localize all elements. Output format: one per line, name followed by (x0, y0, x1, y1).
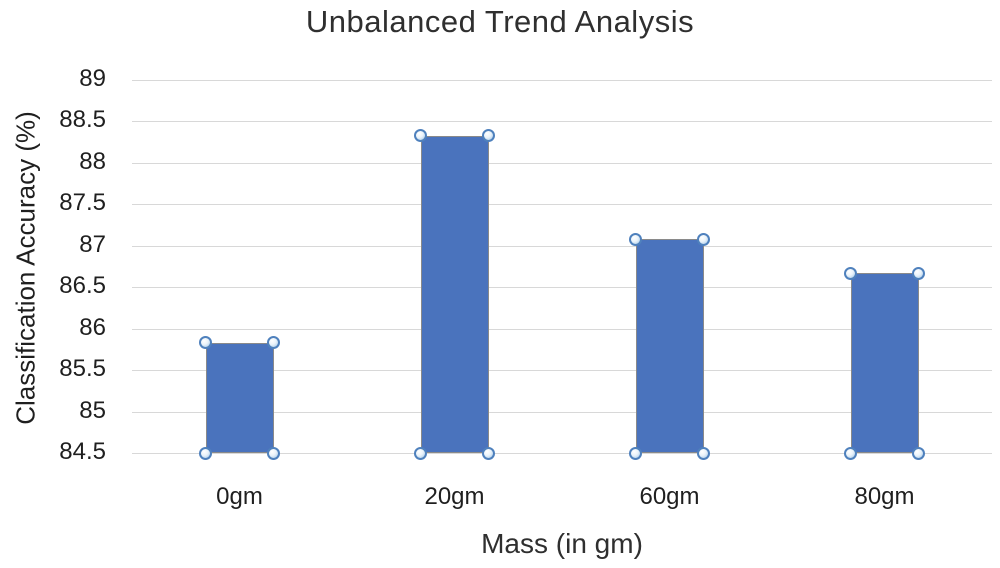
y-axis-tick-label: 89 (79, 65, 106, 92)
y-axis-tick-label: 88 (79, 147, 106, 175)
selection-handle-icon[interactable] (629, 232, 642, 246)
bar-20gm[interactable] (420, 135, 489, 453)
selection-handle-icon[interactable] (697, 446, 710, 460)
gridline (132, 121, 992, 123)
y-axis-tick-label: 84.5 (59, 438, 106, 465)
selection-handle-icon[interactable] (912, 266, 925, 280)
gridline (132, 328, 992, 330)
gridline (132, 245, 992, 247)
selection-handle-icon[interactable] (482, 446, 495, 460)
y-axis-tick-label: 86 (79, 313, 106, 341)
selection-handle-icon[interactable] (844, 446, 857, 460)
y-axis-tick-label: 87.5 (59, 189, 106, 217)
selection-handle-icon[interactable] (844, 266, 857, 280)
gridline (132, 453, 992, 454)
bar-80gm[interactable] (850, 273, 919, 453)
y-axis-tick-label: 87 (79, 230, 106, 258)
selection-handle-icon[interactable] (482, 129, 495, 143)
selection-handle-icon[interactable] (629, 446, 642, 460)
gridline (132, 287, 992, 289)
bar-60gm[interactable] (635, 239, 704, 453)
gridline (132, 80, 992, 81)
bar-0gm[interactable] (205, 342, 274, 453)
x-axis-tick-label: 60gm (639, 483, 700, 510)
y-axis-tick-label: 85.5 (59, 355, 106, 383)
selection-handle-icon[interactable] (414, 446, 427, 460)
gridline (132, 411, 992, 413)
x-axis-tick-label: 20gm (424, 483, 485, 510)
selection-handle-icon[interactable] (414, 129, 427, 143)
x-axis-tick-label: 80gm (854, 483, 915, 510)
gridline (132, 162, 992, 164)
selection-handle-icon[interactable] (697, 232, 710, 246)
selection-handle-icon[interactable] (199, 336, 212, 350)
x-axis-title: Mass (in gm) (481, 528, 643, 559)
selection-handle-icon[interactable] (912, 446, 925, 460)
gridline (132, 204, 992, 206)
y-axis-tick-label: 88.5 (59, 106, 106, 134)
y-axis-tick-label: 86.5 (59, 272, 106, 300)
selection-handle-icon[interactable] (199, 446, 212, 460)
y-axis-tick-label: 85 (79, 396, 106, 424)
gridline (132, 370, 992, 372)
selection-handle-icon[interactable] (267, 336, 280, 350)
chart-title: Unbalanced Trend Analysis (305, 4, 695, 39)
x-axis-tick-label: 0gm (216, 483, 263, 510)
selection-handle-icon[interactable] (267, 446, 280, 460)
